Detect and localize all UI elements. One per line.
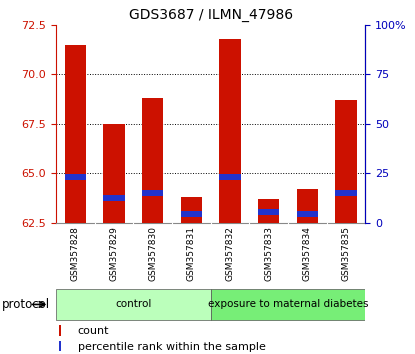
Text: GSM357828: GSM357828 [71,226,80,281]
Bar [59,341,61,352]
Bar [219,39,241,223]
Text: percentile rank within the sample: percentile rank within the sample [78,342,266,352]
Text: GSM357832: GSM357832 [225,226,234,281]
Bar [335,100,356,223]
Bar [181,197,202,223]
Bar [297,189,318,223]
Bar [103,195,124,201]
Text: protocol: protocol [2,298,50,311]
Bar [56,289,210,320]
Text: count: count [78,326,109,336]
Bar [258,209,279,215]
Text: GSM357829: GSM357829 [110,226,119,281]
Bar [65,45,86,223]
Title: GDS3687 / ILMN_47986: GDS3687 / ILMN_47986 [129,8,293,22]
Bar [219,175,241,181]
Text: control: control [115,299,151,309]
Bar [335,190,356,196]
Bar [103,124,124,223]
Bar [59,325,61,336]
Text: GSM357830: GSM357830 [148,226,157,281]
Text: GSM357834: GSM357834 [303,226,312,281]
Bar [181,211,202,217]
Bar [210,289,365,320]
Text: exposure to maternal diabetes: exposure to maternal diabetes [208,299,368,309]
Bar [65,175,86,181]
Text: GSM357833: GSM357833 [264,226,273,281]
Text: GSM357831: GSM357831 [187,226,196,281]
Bar [142,98,163,223]
Bar [142,190,163,196]
Bar [258,199,279,223]
Bar [297,211,318,217]
Text: GSM357835: GSM357835 [342,226,350,281]
